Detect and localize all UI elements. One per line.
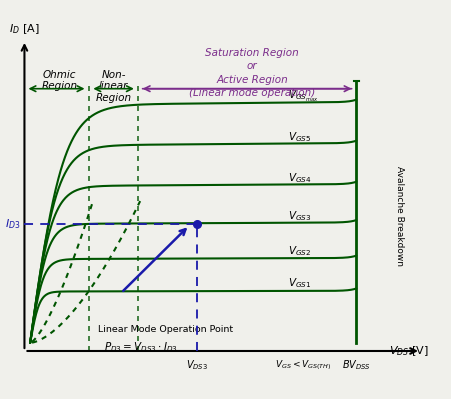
Text: $V_{GS5}$: $V_{GS5}$ [288, 130, 311, 144]
Text: Saturation Region
or
Active Region
(Linear mode operation): Saturation Region or Active Region (Line… [189, 48, 315, 98]
Text: $I_{D3}$: $I_{D3}$ [5, 217, 21, 231]
Text: $V_{GS} < V_{GS(TH)}$: $V_{GS} < V_{GS(TH)}$ [275, 358, 331, 371]
Text: Linear Mode Operation Point: Linear Mode Operation Point [98, 325, 234, 334]
Text: $P_{D3} = V_{DS3}\cdot I_{D3}$: $P_{D3} = V_{DS3}\cdot I_{D3}$ [104, 340, 178, 354]
Text: $V_{GS3}$: $V_{GS3}$ [288, 209, 312, 223]
Text: $BV_{DSS}$: $BV_{DSS}$ [342, 358, 371, 371]
Text: Ohmic
Region: Ohmic Region [41, 70, 78, 91]
Text: $V_{GS_{max}}$: $V_{GS_{max}}$ [288, 89, 318, 104]
Text: $V_{DS}$ [V]: $V_{DS}$ [V] [389, 344, 428, 358]
Text: $V_{GS2}$: $V_{GS2}$ [288, 244, 311, 258]
Text: Avalanche Breakdown: Avalanche Breakdown [396, 166, 405, 266]
Text: $V_{DS3}$: $V_{DS3}$ [186, 358, 208, 371]
Text: $V_{GS1}$: $V_{GS1}$ [288, 277, 311, 290]
Text: $I_D$ [A]: $I_D$ [A] [9, 22, 40, 36]
Text: $V_{GS4}$: $V_{GS4}$ [288, 171, 312, 185]
Text: Non-
linear
Region: Non- linear Region [96, 70, 132, 103]
